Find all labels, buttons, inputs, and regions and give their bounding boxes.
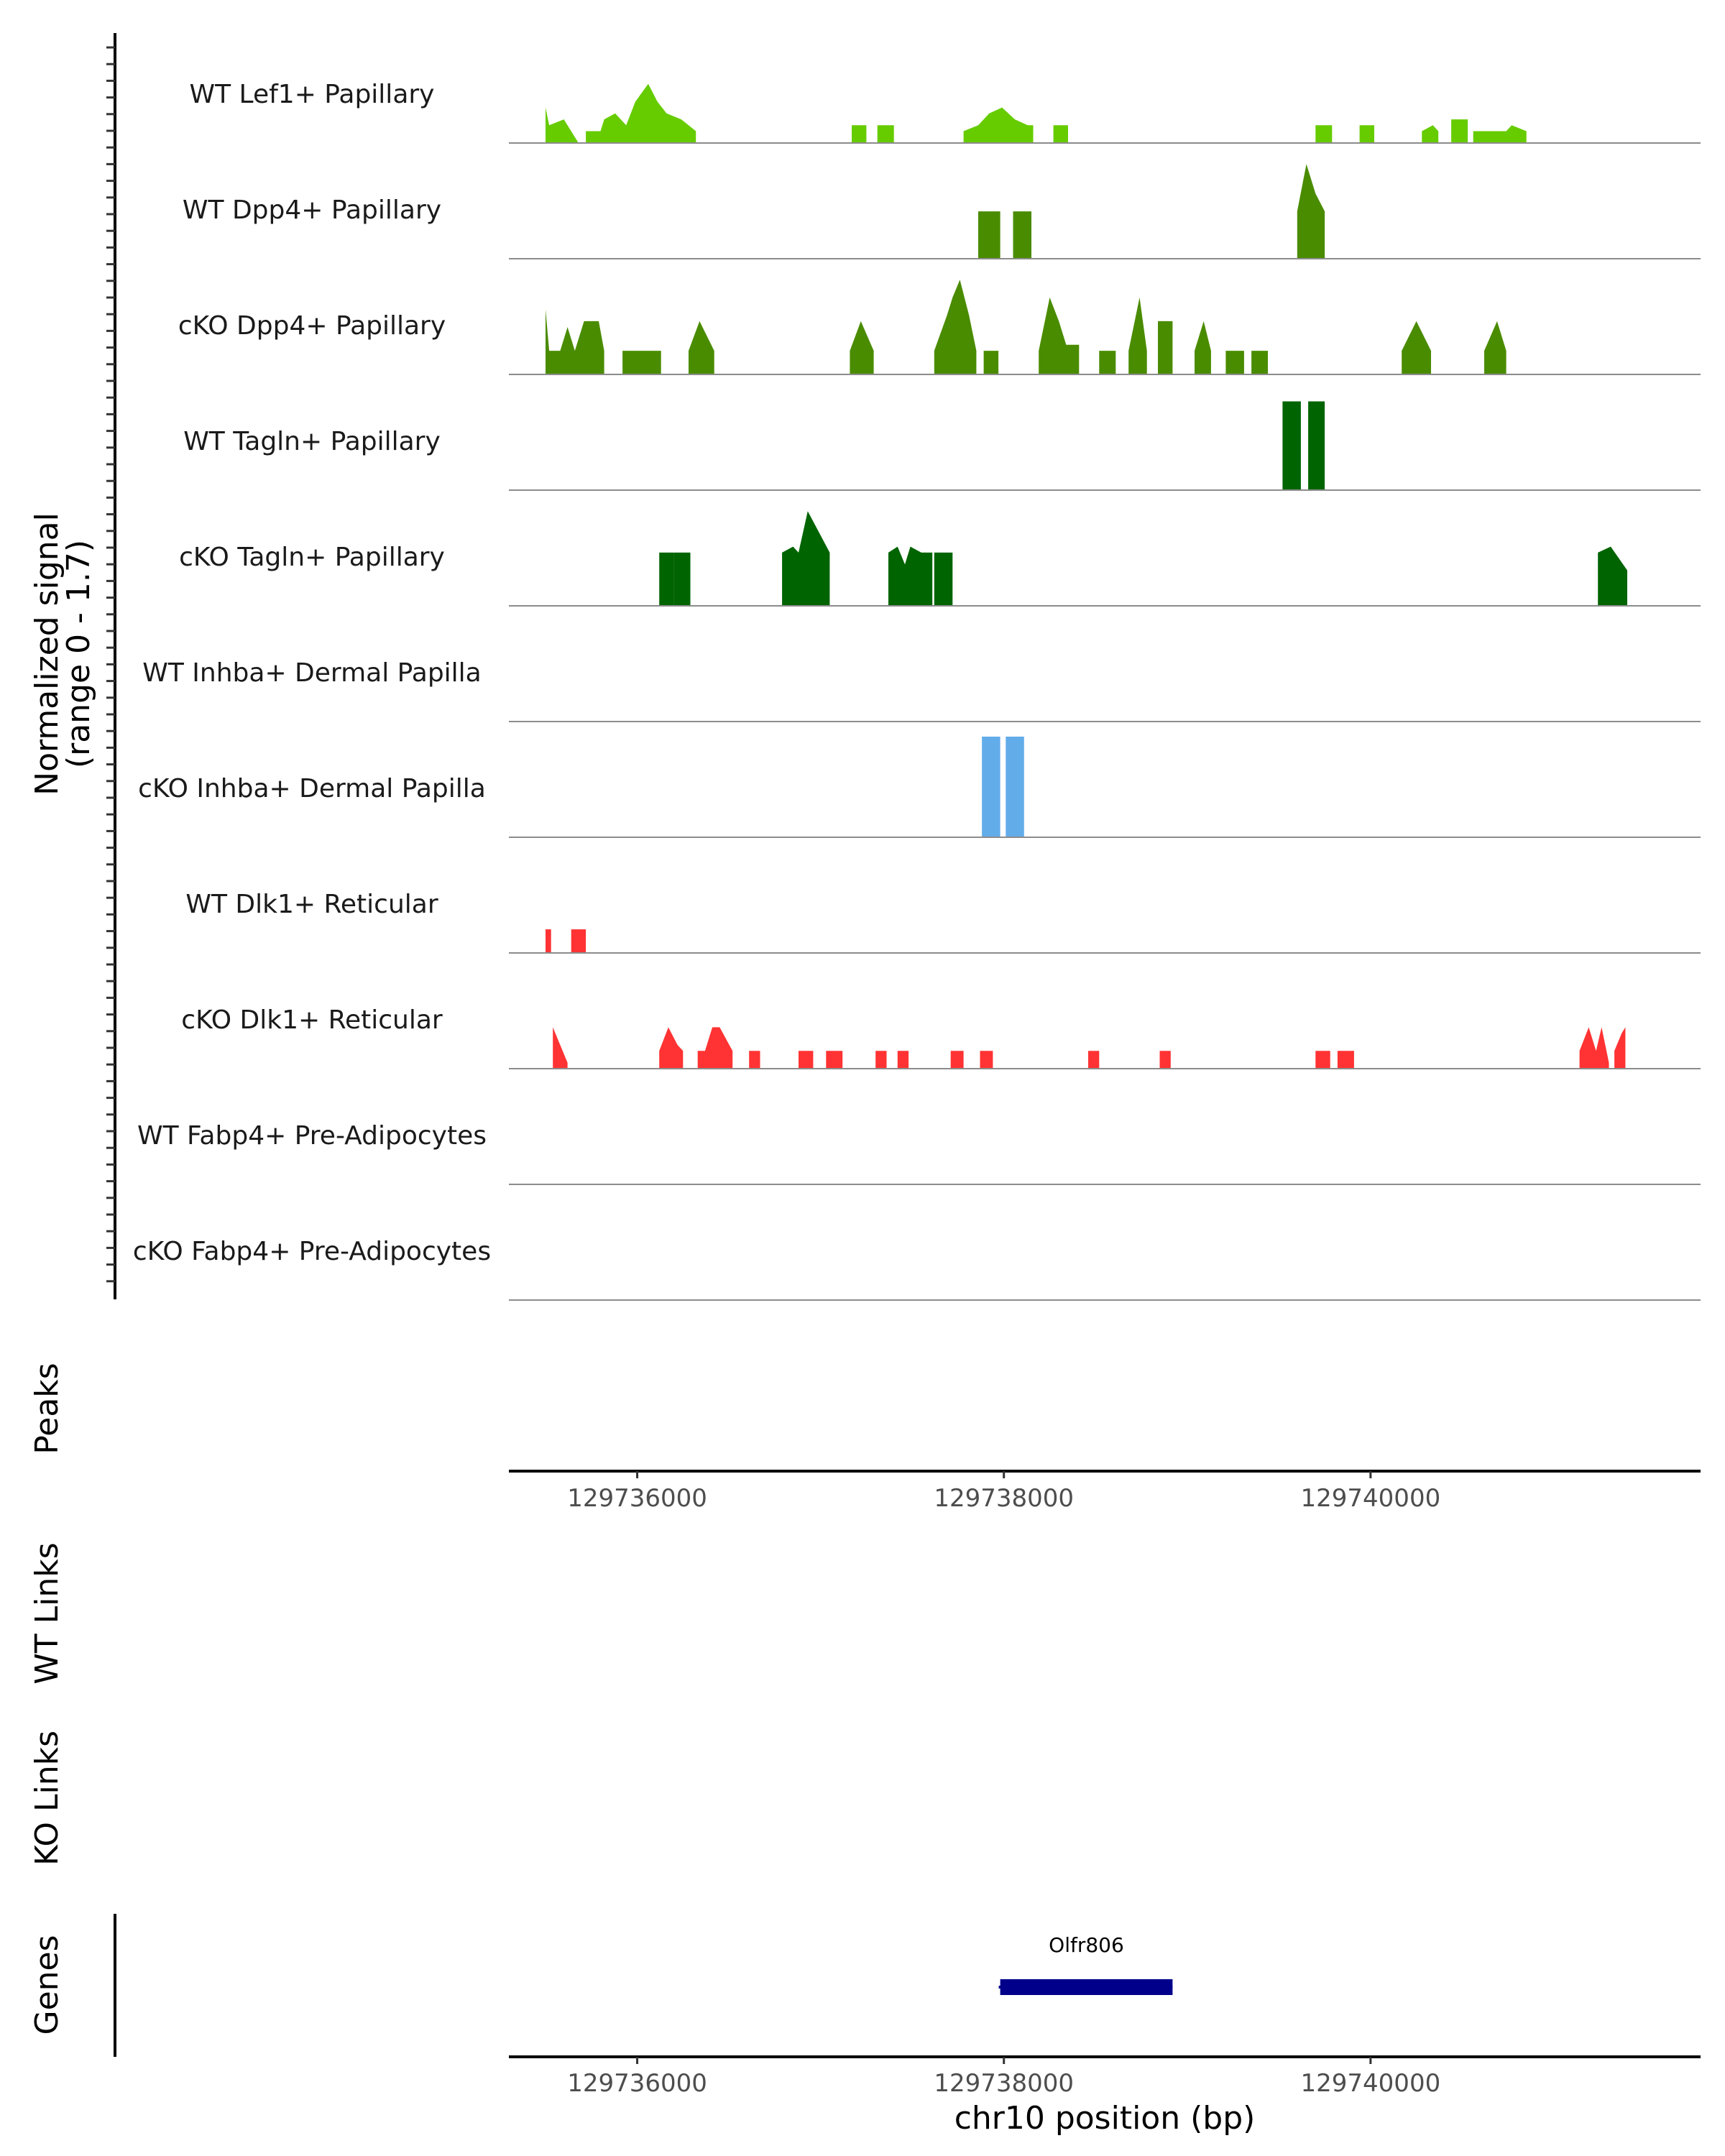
- coverage-peak: [1297, 164, 1325, 259]
- coverage-peak: [1337, 1051, 1354, 1069]
- track-label: cKO Dlk1+ Reticular: [181, 1005, 443, 1035]
- track-label: cKO Tagln+ Papillary: [179, 543, 445, 572]
- coverage-peak: [799, 1051, 814, 1069]
- coverage-peak: [697, 1027, 733, 1069]
- track-label: cKO Inhba+ Dermal Papilla: [138, 774, 486, 803]
- coverage-peak: [1158, 321, 1173, 374]
- coverage-y-ticks: [106, 46, 115, 1283]
- coverage-peak: [978, 211, 1000, 259]
- coverage-peak: [897, 1051, 909, 1069]
- track-0: WT Lef1+ Papillary: [190, 80, 1701, 144]
- track-label: WT Fabp4+ Pre-Adipocytes: [137, 1121, 487, 1151]
- coverage-peak: [659, 552, 674, 606]
- coverage-peak: [1308, 401, 1325, 490]
- coverage-peak: [980, 1051, 993, 1069]
- coverage-peak: [546, 309, 604, 374]
- track-2: cKO Dpp4+ Papillary: [178, 280, 1701, 375]
- peaks-panel-label: Peaks: [29, 1363, 65, 1454]
- track-label: cKO Fabp4+ Pre-Adipocytes: [133, 1237, 491, 1266]
- x-tick-label: 129738000: [934, 2069, 1074, 2098]
- coverage-peak: [689, 321, 714, 374]
- coverage-peak: [622, 351, 661, 374]
- coverage-peak: [1359, 125, 1374, 143]
- coverage-peak: [934, 280, 977, 374]
- x-tick-label: 129738000: [934, 1484, 1074, 1513]
- genes-x-ticks: 129736000 129738000 129740000: [567, 2057, 1440, 2098]
- track-5: WT Inhba+ Dermal Papilla: [142, 658, 1701, 722]
- coverage-peak: [1579, 1027, 1609, 1069]
- coverage-peak: [782, 511, 830, 606]
- track-3: WT Tagln+ Papillary: [183, 401, 1701, 491]
- coverage-peak: [1225, 351, 1244, 374]
- coverage-peak: [1128, 297, 1147, 374]
- coverage-peak: [1195, 321, 1211, 374]
- ko-links-panel-label: KO Links: [29, 1731, 65, 1866]
- coverage-peak: [934, 552, 953, 606]
- track-label: WT Lef1+ Papillary: [190, 80, 435, 109]
- coverage-peak: [1159, 1051, 1171, 1069]
- coverage-peak: [1006, 737, 1024, 837]
- coverage-peak: [546, 107, 579, 143]
- peaks-x-ticks: 129736000 129738000 129740000: [567, 1471, 1440, 1513]
- coverage-peak: [888, 546, 933, 606]
- x-tick-label: 129740000: [1301, 2069, 1441, 2098]
- x-tick-label: 129736000: [567, 2069, 707, 2098]
- coverage-peak: [1473, 125, 1527, 143]
- coverage-peak: [950, 1051, 964, 1069]
- coverage-peak: [1598, 546, 1627, 606]
- x-tick-label: 129740000: [1301, 1484, 1441, 1513]
- genes-panel-label: Genes: [29, 1935, 65, 2035]
- coverage-peak: [1422, 125, 1439, 143]
- track-9: WT Fabp4+ Pre-Adipocytes: [137, 1121, 1701, 1185]
- coverage-peak: [1614, 1027, 1626, 1069]
- coverage-peak: [963, 107, 1034, 143]
- coverage-peak: [1099, 351, 1116, 374]
- gene-annotations: Olfr806: [998, 1933, 1173, 1995]
- track-8: cKO Dlk1+ Reticular: [181, 1005, 1701, 1069]
- track-label: cKO Dpp4+ Papillary: [178, 311, 446, 341]
- track-1: WT Dpp4+ Papillary: [183, 164, 1701, 259]
- coverage-tracks: WT Lef1+ Papillary WT Dpp4+ Papillary cKO …: [133, 80, 1701, 1301]
- coverage-peak: [571, 929, 586, 953]
- x-axis-title: chr10 position (bp): [954, 2100, 1256, 2137]
- coverage-peak: [1053, 125, 1068, 143]
- coverage-peak: [1484, 321, 1506, 374]
- coverage-peak: [850, 321, 874, 374]
- coverage-peak: [852, 125, 867, 143]
- coverage-peak: [826, 1051, 843, 1069]
- coverage-peak: [1282, 401, 1301, 490]
- coverage-ylabel-line2: (range 0 - 1.7): [60, 540, 97, 768]
- coverage-peak: [875, 1051, 887, 1069]
- track-label: WT Inhba+ Dermal Papilla: [142, 658, 481, 688]
- x-tick-label: 129736000: [567, 1484, 707, 1513]
- track-10: cKO Fabp4+ Pre-Adipocytes: [133, 1237, 1701, 1301]
- wt-links-panel-label: WT Links: [29, 1542, 65, 1684]
- track-label: WT Dlk1+ Reticular: [185, 890, 438, 919]
- coverage-peak: [1039, 297, 1080, 374]
- coverage-peak: [877, 125, 894, 143]
- coverage-peak: [982, 737, 1000, 837]
- track-7: WT Dlk1+ Reticular: [185, 890, 1701, 954]
- coverage-peak: [1451, 119, 1468, 143]
- coverage-peak: [546, 929, 551, 953]
- coverage-peak: [1088, 1051, 1100, 1069]
- track-label: WT Tagln+ Papillary: [183, 427, 441, 456]
- coverage-peak: [586, 83, 696, 143]
- coverage-peak: [1315, 1051, 1330, 1069]
- coverage-peak: [749, 1051, 760, 1069]
- coverage-peak: [1251, 351, 1268, 374]
- coverage-peak: [673, 552, 691, 606]
- gene-label: Olfr806: [1049, 1933, 1124, 1957]
- coverage-peak: [1013, 211, 1031, 259]
- track-6: cKO Inhba+ Dermal Papilla: [138, 737, 1701, 838]
- coverage-peak: [553, 1027, 568, 1069]
- track-4: cKO Tagln+ Papillary: [179, 511, 1701, 607]
- coverage-peak: [1402, 321, 1431, 374]
- coverage-peak: [659, 1027, 684, 1069]
- coverage-ylabel-line1: Normalized signal: [29, 512, 65, 796]
- coverage-peak: [1315, 125, 1333, 143]
- track-label: WT Dpp4+ Papillary: [183, 195, 441, 225]
- coverage-peak: [983, 351, 999, 374]
